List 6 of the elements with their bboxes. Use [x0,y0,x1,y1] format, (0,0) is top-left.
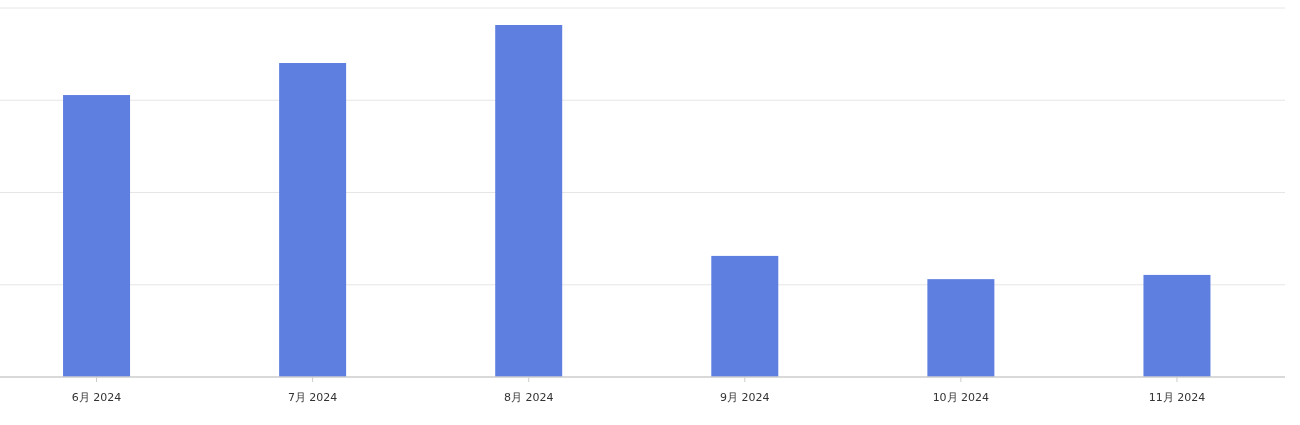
x-tick-label: 6月 2024 [71,391,122,404]
x-tick-label: 11月 2024 [1148,391,1206,404]
x-tick-label: 7月 2024 [287,391,338,404]
x-tick-label: 10月 2024 [932,391,990,404]
x-tick-label: 9月 2024 [720,391,770,404]
x-tick-label: 8月 2024 [503,391,554,404]
